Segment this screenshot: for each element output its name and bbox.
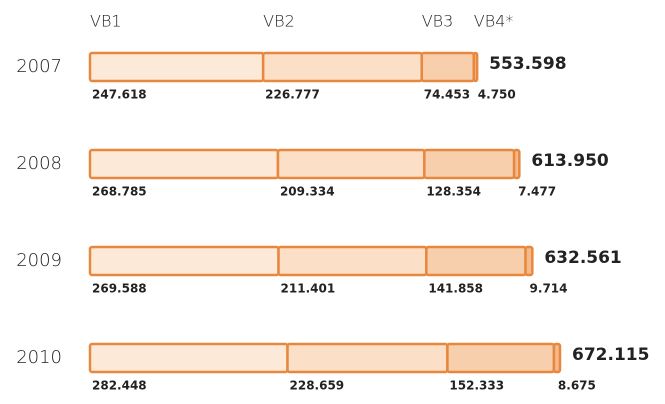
year-label: 2009 (16, 250, 62, 271)
year-label: 2010 (16, 347, 62, 368)
bar-segment (276, 148, 426, 180)
bar-segment (552, 342, 562, 374)
bar-segment (277, 245, 428, 277)
value-label: 128.354 (426, 185, 481, 199)
value-label: 74.453 (424, 88, 470, 102)
total-label: 672.115 (572, 345, 649, 365)
bar-segment (88, 245, 280, 277)
series-label: VB2 (263, 12, 295, 31)
bar-segment (88, 51, 265, 83)
value-label: 282.448 (92, 379, 147, 393)
series-label: VB1 (90, 12, 122, 31)
bar-segment (446, 342, 556, 374)
year-label: 2008 (16, 153, 62, 174)
value-label: 7.477 (518, 185, 556, 199)
value-label: 228.659 (290, 379, 345, 393)
bar-segment (420, 51, 476, 83)
bar-segment (286, 342, 449, 374)
value-label: 152.333 (449, 379, 504, 393)
total-label: 553.598 (489, 54, 566, 74)
total-label: 632.561 (544, 248, 621, 268)
bar-segment (88, 342, 289, 374)
bar-segment (423, 148, 516, 180)
year-label: 2007 (16, 56, 62, 77)
value-label: 226.777 (265, 88, 320, 102)
bar-segment (472, 51, 479, 83)
bar-segment (425, 245, 527, 277)
bar-segment (512, 148, 521, 180)
value-label: 247.618 (92, 88, 147, 102)
value-label: 8.675 (558, 379, 596, 393)
value-label: 4.750 (478, 88, 516, 102)
value-label: 269.588 (92, 282, 147, 296)
total-label: 613.950 (531, 151, 609, 171)
value-label: 268.785 (92, 185, 147, 199)
series-label: VB4* (474, 12, 514, 31)
value-label: 9.714 (530, 282, 568, 296)
value-label: 209.334 (280, 185, 335, 199)
bar-segment (88, 148, 280, 180)
value-label: 141.858 (428, 282, 483, 296)
bar-segment (524, 245, 534, 277)
value-label: 211.401 (281, 282, 336, 296)
series-label: VB3 (422, 12, 454, 31)
bar-segment (261, 51, 423, 83)
